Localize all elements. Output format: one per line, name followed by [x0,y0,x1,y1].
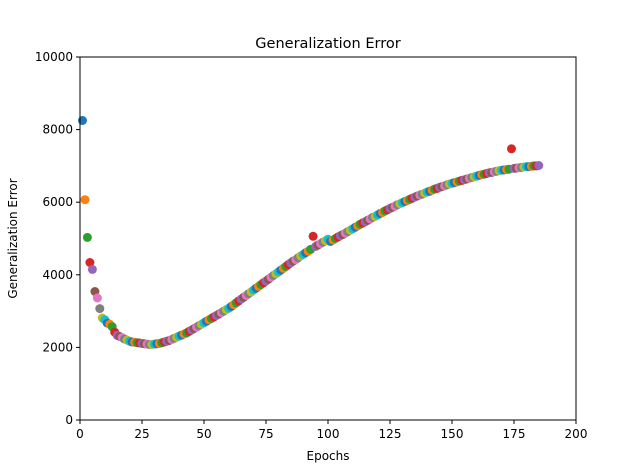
x-tick-label: 125 [379,427,402,441]
y-tick-label: 10000 [35,50,73,64]
data-point [534,161,544,170]
data-point [85,258,95,267]
x-tick-label: 50 [196,427,211,441]
data-point [78,116,87,125]
x-axis-label: Epochs [307,449,350,463]
data-point [87,264,97,274]
data-point [80,195,90,205]
chart-title: Generalization Error [255,36,400,52]
data-points [78,116,544,349]
data-point [95,304,105,314]
x-axis-ticks: 0 25 50 75 100 125 150 175 200 [76,420,587,441]
x-tick-label: 150 [441,427,464,441]
y-tick-label: 4000 [42,268,73,282]
data-point [507,144,516,154]
plot-frame [79,56,577,421]
x-tick-label: 200 [565,427,588,441]
y-tick-label: 8000 [42,123,73,137]
data-point [92,293,102,303]
y-axis-label: Generalization Error [6,178,20,298]
y-axis-ticks: 0 2000 4000 6000 8000 10000 [35,50,80,427]
y-tick-label: 2000 [42,340,73,354]
x-tick-label: 175 [503,427,526,441]
x-tick-label: 25 [134,427,149,441]
x-tick-label: 0 [76,427,84,441]
y-tick-label: 6000 [42,195,73,209]
data-point [308,231,318,241]
x-tick-label: 75 [258,427,273,441]
x-tick-label: 100 [317,427,340,441]
y-tick-label: 0 [65,413,73,427]
data-point [82,232,92,242]
